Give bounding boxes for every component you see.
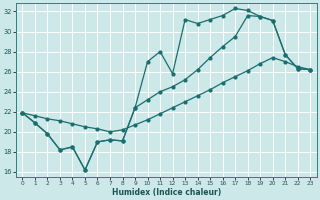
X-axis label: Humidex (Indice chaleur): Humidex (Indice chaleur) bbox=[112, 188, 221, 197]
